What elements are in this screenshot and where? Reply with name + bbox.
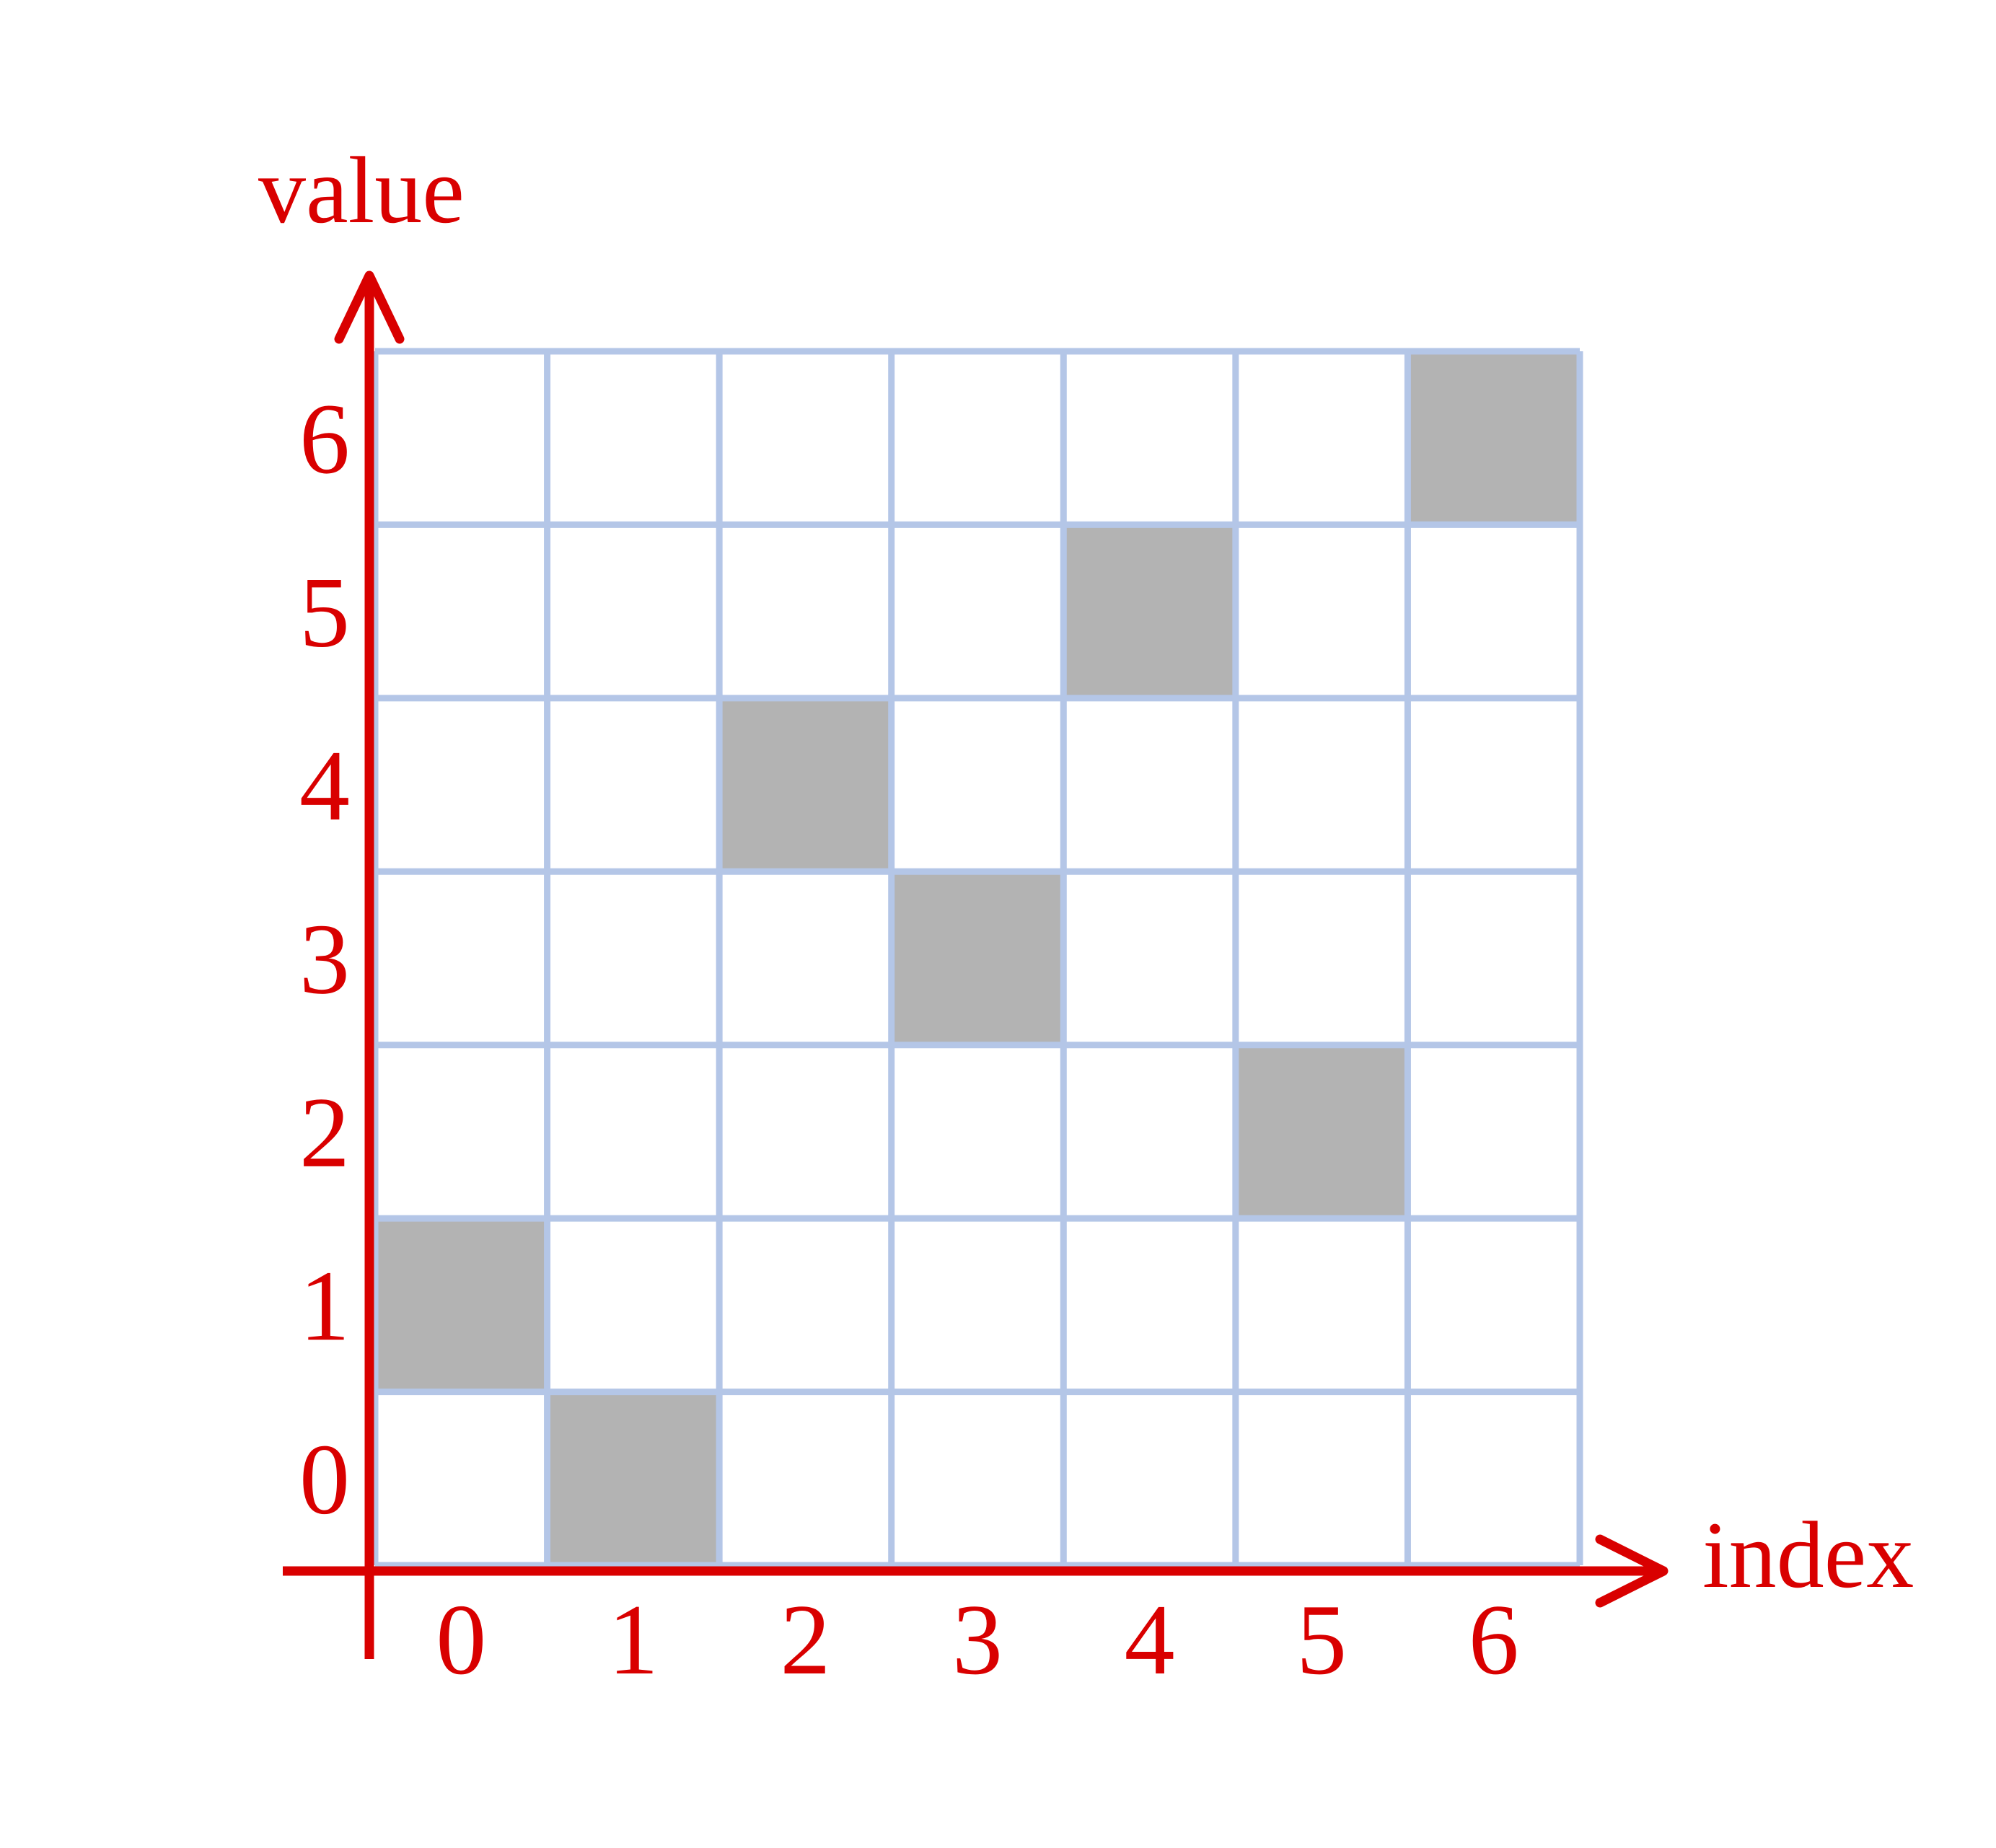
y-axis-label: value bbox=[258, 137, 465, 243]
filled-cell-index-0-value-1 bbox=[375, 1218, 548, 1392]
y-tick-label: 3 bbox=[299, 904, 350, 1016]
filled-cell-index-5-value-2 bbox=[1235, 1044, 1408, 1219]
grid-layer bbox=[371, 348, 1583, 1569]
y-tick-label: 0 bbox=[299, 1424, 350, 1536]
y-tick-label: 6 bbox=[299, 383, 350, 495]
filled-cell-index-4-value-5 bbox=[1063, 524, 1236, 698]
x-tick-label: 1 bbox=[608, 1584, 659, 1696]
x-tick-label: 4 bbox=[1125, 1584, 1175, 1696]
axes-layer bbox=[283, 270, 1669, 1659]
cells-layer bbox=[375, 351, 1580, 1565]
ticks-layer: 0 1 2 3 4 5 6 0 1 2 3 4 5 6 bbox=[299, 383, 1519, 1696]
x-tick-label: 5 bbox=[1296, 1584, 1347, 1696]
y-tick-label: 5 bbox=[299, 557, 350, 669]
x-tick-label: 0 bbox=[436, 1584, 486, 1696]
y-axis-arrowhead bbox=[334, 270, 405, 344]
x-axis-arrowhead bbox=[1595, 1534, 1669, 1608]
x-axis-label: index bbox=[1702, 1502, 1914, 1608]
y-tick-label: 2 bbox=[299, 1077, 350, 1189]
x-tick-label: 6 bbox=[1469, 1584, 1519, 1696]
filled-cell-index-2-value-4 bbox=[719, 698, 892, 872]
y-tick-label: 1 bbox=[299, 1250, 350, 1362]
x-tick-label: 3 bbox=[952, 1584, 1003, 1696]
x-tick-label: 2 bbox=[780, 1584, 830, 1696]
filled-cell-index-6-value-6 bbox=[1407, 351, 1580, 525]
labels-layer: value index bbox=[258, 137, 1914, 1608]
y-tick-label: 4 bbox=[299, 730, 350, 842]
filled-cell-index-3-value-3 bbox=[891, 871, 1064, 1045]
filled-cell-index-1-value-0 bbox=[547, 1391, 720, 1565]
